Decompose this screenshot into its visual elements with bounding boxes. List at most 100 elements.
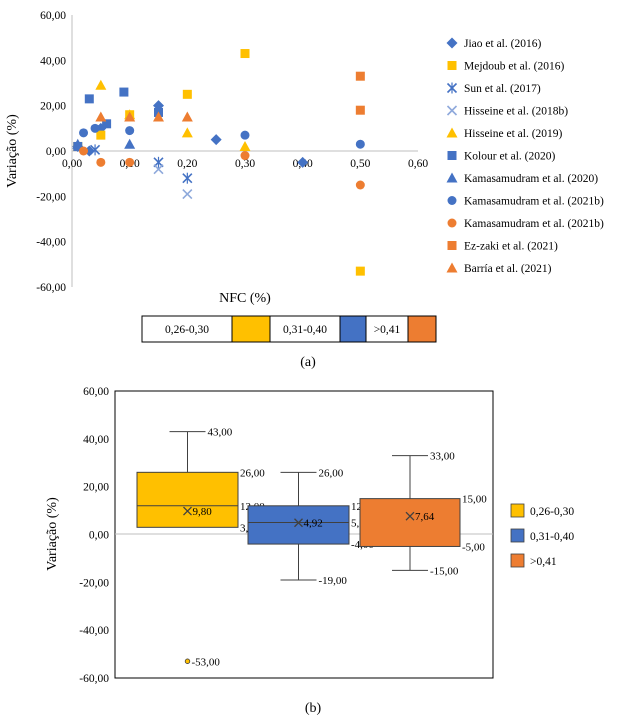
point-kamasamudram-et-al-2021b (79, 128, 89, 138)
box-mean-marker (183, 506, 192, 516)
point-jiao-et-al-2016 (210, 134, 222, 146)
bottom-legend-label-0: 0,26-0,30 (165, 324, 209, 336)
point-barr-a-et-al-2021 (95, 111, 107, 122)
point-kamasamudram-et-al-2021b (240, 130, 250, 140)
panel-a-xtick-label: 0,50 (350, 158, 370, 170)
panel-a-ylabel: Variação (%) (5, 114, 20, 188)
point-hisseine-et-al-2018b (153, 164, 164, 175)
panel-b-ytick-label: -60,00 (79, 673, 109, 685)
point-barr-a-et-al-2021 (181, 111, 193, 122)
point-kamasamudram-et-al-2021b (355, 180, 365, 190)
box-mean-marker (405, 511, 415, 521)
box-min-label: -19,00 (319, 575, 348, 587)
box-legend-label-1: 0,31-0,40 (530, 531, 574, 543)
point-kolour-et-al-2020 (119, 87, 129, 97)
legend-marker-kolour-et-al-2020 (447, 151, 457, 160)
panel-a-caption: (a) (300, 355, 316, 370)
point-hisseine-et-al-2019 (181, 127, 193, 138)
panel-b-ytick-label: 40,00 (83, 434, 109, 446)
point-mejdoub-et-al-2016 (240, 49, 250, 59)
box-q3-label: 26,00 (240, 467, 265, 479)
point-hisseine-et-al-2018b-stroke-2 (182, 189, 193, 200)
legend-label-sun-et-al-2017: Sun et al. (2017) (464, 83, 541, 95)
panel-b-ytick-label: 0,00 (89, 530, 109, 542)
point-kamasamudram-et-al-2021b (79, 146, 89, 156)
box-outlier (184, 658, 191, 664)
box-min-label: -15,00 (430, 565, 459, 577)
box-legend-label-0: 0,26-0,30 (530, 506, 574, 518)
legend-marker-mejdoub-et-al-2016 (447, 61, 457, 70)
point-barr-a-et-al-2021 (153, 111, 164, 122)
box-iqr (359, 498, 461, 547)
legend-label-kamasamudram-et-al-2021b: Kamasamudram et al. (2021b) (464, 196, 604, 208)
legend-marker-kamasamudram-et-al-2021b (447, 218, 457, 228)
bottom-legend-frame (141, 315, 437, 343)
point-ez-zaki-et-al-2021 (355, 71, 365, 81)
point-hisseine-et-al-2019 (95, 79, 107, 90)
point-kamasamudram-et-al-2021b (355, 139, 365, 149)
box-iqr (136, 471, 239, 528)
panel-a-ytick-label: 20,00 (40, 101, 66, 113)
point-ez-zaki-et-al-2021 (355, 105, 365, 115)
legend-label-kolour-et-al-2020: Kolour et al. (2020) (464, 151, 556, 163)
point-barr-a-et-al-2021 (124, 111, 136, 122)
panel-a-ytick-label: -60,00 (36, 282, 66, 294)
panel-a-ytick-label: 0,00 (46, 146, 66, 158)
panel-b: Variação (%) 60,00 40,00 20,00 0,00 -20,00 -4… (45, 386, 574, 716)
legend-label-hisseine-et-al-2019: Hisseine et al. (2019) (464, 128, 563, 140)
legend-label-jiao-et-al-2016: Jiao et al. (2016) (464, 38, 541, 50)
panel-b-caption: (b) (305, 701, 322, 716)
legend-label-kamasamudram-et-al-2021b: Kamasamudram et al. (2021b) (464, 218, 604, 230)
point-mejdoub-et-al-2016 (96, 130, 106, 140)
panel-b-ytick-label: 20,00 (83, 482, 109, 494)
box-max-label: 26,00 (319, 467, 344, 479)
panel-a-xtick-label: 0,60 (408, 158, 428, 170)
box-legend-swatch-1 (510, 528, 525, 543)
box-2: 7,64 33,00 15,00 -5,00-15,00 (359, 451, 487, 577)
legend-marker-jiao-et-al-2016 (446, 37, 458, 49)
point-kamasamudram-et-al-2020 (72, 138, 84, 149)
box-max-label: 43,00 (208, 427, 233, 439)
panel-a-xtick-label: 0,20 (177, 158, 197, 170)
point-kolour-et-al-2020 (84, 94, 94, 104)
point-kamasamudram-et-al-2021b (240, 151, 250, 161)
point-kamasamudram-et-al-2021b (125, 157, 135, 167)
legend-marker-kamasamudram-et-al-2021b (447, 196, 457, 205)
panel-a-xtick-label: 0,00 (62, 158, 82, 170)
panel-b-ytick-label: -40,00 (79, 625, 109, 637)
bottom-legend-swatch-2 (407, 315, 437, 343)
panel-b-ytick-label: 60,00 (83, 386, 109, 398)
point-hisseine-et-al-2018b-stroke-2 (153, 164, 164, 175)
panel-a: Variação (%) NFC (%) 60,00 40,00 20,00 0,00… (5, 10, 604, 370)
panel-a-ytick-label: -40,00 (36, 237, 66, 249)
point-kamasamudram-et-al-2021b (125, 126, 135, 136)
legend-label-barr-a-et-al-2021: Barría et al. (2021) (464, 263, 552, 275)
point-kamasamudram-et-al-2020 (124, 138, 136, 149)
box-q3-label: 15,00 (462, 494, 487, 506)
point-hisseine-et-al-2018b (182, 189, 193, 200)
box-q1-label: -5,00 (462, 541, 485, 553)
box-mean-marker (294, 518, 303, 528)
panel-a-ytick-label: 60,00 (40, 10, 66, 22)
legend-label-hisseine-et-al-2018b: Hisseine et al. (2018b) (464, 106, 568, 118)
box-outlier-label: -53,00 (192, 656, 221, 668)
legend-marker-ez-zaki-et-al-2021 (447, 241, 457, 250)
legend-marker-kamasamudram-et-al-2020 (446, 172, 458, 183)
point-sun-et-al-2017 (90, 144, 101, 156)
legend-marker-barr-a-et-al-2021 (446, 262, 458, 273)
point-mejdoub-et-al-2016 (355, 266, 365, 276)
point-hisseine-et-al-2019 (239, 140, 251, 151)
panel-b-ylabel: Variação (%) (45, 497, 60, 571)
point-kamasamudram-et-al-2021b (96, 157, 106, 167)
box-mean-label: 7,64 (415, 511, 435, 523)
legend-marker-hisseine-et-al-2018b (446, 105, 458, 116)
point-mejdoub-et-al-2016 (182, 89, 192, 99)
box-legend-swatch-2 (510, 553, 525, 568)
legend-marker-sun-et-al-2017 (446, 82, 458, 94)
point-kolour-et-al-2020 (102, 119, 112, 129)
bottom-legend-label-2: >0,41 (374, 324, 401, 336)
box-iqr (247, 505, 350, 545)
bottom-legend-swatch-0 (231, 315, 271, 343)
point-kamasamudram-et-al-2021b (90, 123, 100, 133)
